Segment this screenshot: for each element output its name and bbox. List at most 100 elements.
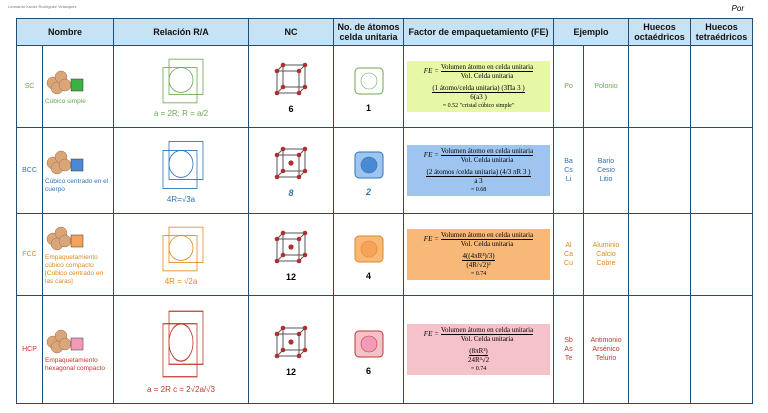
fe-denominator: Vol. Celda unitaria [460,156,514,165]
octahedral-holes [628,45,692,128]
element-name: Telurio [595,355,617,362]
fe-line: FE = Volumen átomo en celda unitaria Vol. … [409,231,548,249]
unit-cell-icon [274,325,308,359]
fe-formula: FE = Volumen átomo en celda unitaria Vol. … [407,144,551,197]
example-symbols: Ba Cs Li [553,127,585,214]
fe-fraction: Volumen átomo en celda unitaria Vol. Celd… [440,62,534,81]
atoms-cell: 2 [333,127,405,214]
fe-label: FE = [423,330,439,339]
element-name: Polonio [594,83,618,90]
structure-code: BCC [16,127,43,214]
structure-name-cell: Empaquetamiento hexagonal compacto [41,295,115,404]
element-symbol: Po [564,83,573,90]
structure-code: FCC [16,213,43,296]
fe-expr-denominator: (4R/√2)³ [466,261,491,270]
atoms-cell: 1 [333,45,405,128]
element-name: Antimonio [590,337,622,344]
atoms-icon [46,226,84,251]
relation-cell: a = 2R; R = a/2 [113,45,250,128]
structure-name-cell: Empaquetamiento cúbico compacto [Cúbico … [41,213,115,296]
tetrahedral-holes [690,45,754,128]
example-names: Aluminio Calcio Cobre [583,213,630,296]
relation-cell: 4R=√3a [113,127,250,214]
example-names: Bario Cesio Litio [583,127,630,214]
relation-text: 4R=√3a [166,195,196,204]
structure-name: Empaquetamiento cúbico compacto [Cúbico … [45,254,104,285]
fe-expr-numerator: (2 átomos /celda unitaria) (4/3 πR 3 ) [426,167,531,178]
structure-code: HCP [16,295,43,404]
octahedral-holes [628,295,692,404]
structure-name: Cúbico simple [45,98,86,105]
octahedral-holes [628,127,692,214]
structure-name: Cúbico centrado en el cuerpo [45,178,109,193]
unit-cell-icon [274,62,308,96]
table-row: FCC Empaquetamiento cúbico compacto [Cúbi… [16,213,754,296]
atoms-cell-icon [354,151,384,179]
element-name: Aluminio [592,242,620,249]
column-header: Huecos octaédricos [628,18,692,46]
table-row: BCC Cúbico centrado en el cuerpo 4R=√3a 8 2 F… [16,127,754,214]
relation-cell: 4R = √2a [113,213,250,296]
column-header: NC [248,18,335,46]
element-symbol: Ba [564,158,573,165]
element-name: Arsénico [592,346,620,353]
structure-name-cell: Cúbico centrado en el cuerpo [41,127,115,214]
atoms-cell: 4 [333,213,405,296]
example-symbols: Sb As Te [553,295,585,404]
author: Leonardo Xavier Rodríguez Velazquez [8,4,77,9]
fe-result: = 0.68 [470,186,487,193]
fe-formula: FE = Volumen átomo en celda unitaria Vol. … [407,228,551,281]
corner-text: Por [731,4,744,13]
column-header: Relación R/A [113,18,250,46]
atoms-icon [46,150,84,175]
fe-denominator: Vol. Celda unitaria [460,335,514,344]
element-symbol: Li [565,176,572,183]
column-header: Factor de empaquetamiento (FE) [403,18,555,46]
element-symbol: As [564,346,573,353]
tetrahedral-holes [690,127,754,214]
structure-name-cell: Cúbico simple [41,45,115,128]
fe-line: FE = Volumen átomo en celda unitaria Vol. … [409,147,548,165]
nc-cell: 8 [248,127,335,214]
element-symbol: Sb [564,337,573,344]
fe-line: FE = Volumen átomo en celda unitaria Vol. … [409,63,548,81]
fe-expr-numerator: (8πR³) [469,346,488,357]
atoms-value: 2 [366,187,372,197]
fe-label: FE = [423,67,439,76]
relation-text: 4R = √2a [164,277,198,286]
nc-cell: 12 [248,295,335,404]
unit-cell-icon [274,146,308,180]
atoms-cell-icon [354,330,384,358]
fe-expr-denominator: a 3 [474,177,483,186]
fe-denominator: Vol. Celda unitaria [460,240,514,249]
fe-line: FE = Volumen átomo en celda unitaria Vol. … [409,326,548,344]
column-header: No. de átomos celda unitaria [333,18,405,46]
fe-fraction: Volumen átomo en celda unitaria Vol. Celd… [440,326,534,344]
atoms-cell: 6 [333,295,405,404]
nc-value: 12 [286,272,297,282]
element-symbol: Al [565,242,572,249]
tetrahedral-holes [690,213,754,296]
atoms-cell-icon [354,67,384,95]
fe-numerator: Volumen átomo en celda unitaria [440,230,534,241]
element-symbol: Cs [564,167,573,174]
fe-cell: FE = Volumen átomo en celda unitaria Vol. … [403,45,555,128]
column-header: Huecos tetraédricos [690,18,754,46]
relation-text: a = 2R c = 2√2a/√3 [147,385,215,394]
fe-numerator: Volumen átomo en celda unitaria [440,62,534,73]
fe-numerator: Volumen átomo en celda unitaria [440,146,534,157]
element-name: Bario [597,158,615,165]
element-symbol: Te [564,355,573,362]
atoms-value: 6 [366,366,372,376]
fe-expr-numerator: (1 átomo/celda unitaria) (3Πa 3 ) [432,83,525,94]
unit-cell-icon [274,230,308,264]
fe-expr-numerator: 4((4πR³)/3) [462,251,495,262]
fe-cell: FE = Volumen átomo en celda unitaria Vol. … [403,295,555,404]
fe-label: FE = [423,235,439,244]
relation-diagram [162,226,204,272]
fe-formula: FE = Volumen átomo en celda unitaria Vol. … [407,60,551,113]
nc-value: 12 [286,367,297,377]
element-name: Cesio [597,167,615,174]
example-names: Antimonio Arsénico Telurio [583,295,630,404]
